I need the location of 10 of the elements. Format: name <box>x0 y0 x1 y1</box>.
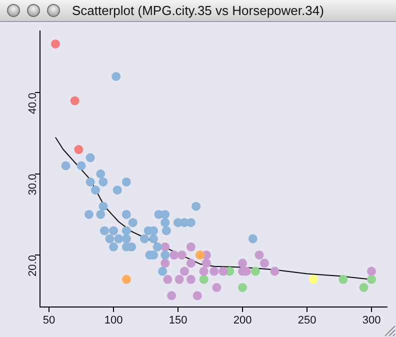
x-tick-label: 300 <box>362 314 381 327</box>
x-tick-label: 50 <box>42 314 56 327</box>
x-tick-label: 150 <box>168 314 188 327</box>
y-tick-label: 20.0 <box>27 255 40 276</box>
chart-title: Scatterplot (MPG.city.35 vs Horsepower.34) <box>72 3 324 18</box>
y-tick-label: 30.0 <box>27 174 40 196</box>
x-tick-label: 250 <box>298 314 316 327</box>
y-tick-label: 40.0 <box>27 92 40 114</box>
x-tick-label: 100 <box>104 314 123 327</box>
x-tick-label: 200 <box>233 314 252 327</box>
